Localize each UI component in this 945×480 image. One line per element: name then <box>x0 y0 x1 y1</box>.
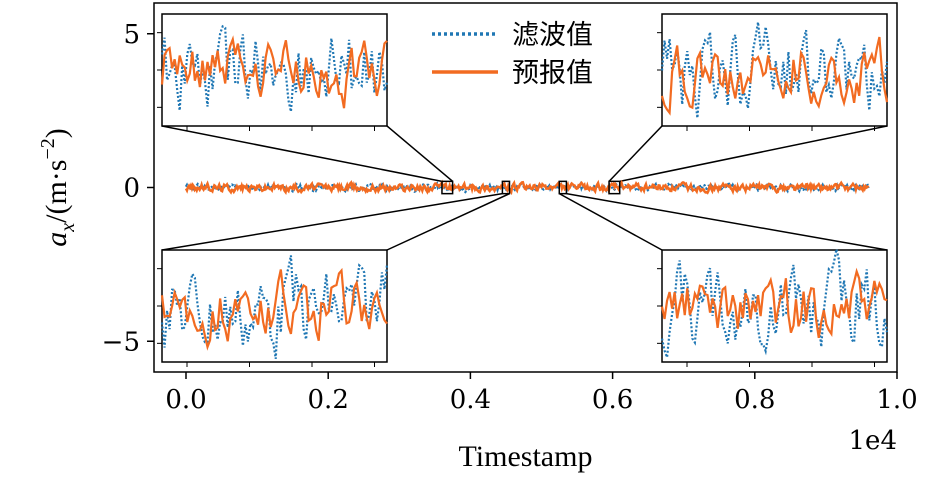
inset-series-filtered <box>160 24 389 112</box>
x-axis-label: Timestamp <box>459 440 593 473</box>
zoom-box <box>608 180 621 195</box>
y-tick-label: −5 <box>102 327 140 357</box>
y-axis-label: ax/(m·s−2) <box>37 128 79 247</box>
inset-connector <box>161 125 443 183</box>
y-label-unit: /(m·s <box>40 160 73 223</box>
inset-bottom-right <box>657 248 889 367</box>
x-axis: 0.0 0.2 0.4 0.6 0.8 1.0 <box>165 372 918 415</box>
inset-series-forecast <box>660 267 888 338</box>
main-series-group <box>184 179 870 196</box>
insets <box>157 13 889 367</box>
inset-series-forecast <box>160 35 388 109</box>
zoom-boxes <box>441 180 621 195</box>
inset-connector <box>566 192 888 251</box>
zoom-box <box>441 180 454 195</box>
x-tick-label: 1.0 <box>876 385 917 415</box>
zoom-box <box>558 180 568 195</box>
legend: 滤波值 预报值 <box>432 20 593 89</box>
zoom-box <box>501 180 511 195</box>
inset-top-left <box>157 13 389 131</box>
x-tick-label: 0.0 <box>165 385 206 415</box>
inset-connector-lines <box>161 125 888 251</box>
series-filtered-line <box>184 181 870 194</box>
y-axis: 5 0 −5 <box>102 20 154 357</box>
y-tick-label: 5 <box>123 20 140 50</box>
inset-bottom-left <box>157 249 389 367</box>
inset-connector <box>619 125 888 183</box>
inset-top-right <box>657 13 889 131</box>
x-tick-label: 0.4 <box>450 385 491 415</box>
y-label-close: ) <box>40 128 73 138</box>
inset-connector <box>558 192 663 251</box>
x-tick-label: 0.8 <box>734 385 775 415</box>
legend-label-forecast: 预报值 <box>512 58 593 89</box>
y-tick-label: 0 <box>123 174 140 204</box>
inset-series-filtered <box>660 22 889 119</box>
inset-series-forecast <box>660 36 889 116</box>
inset-connector <box>608 125 663 182</box>
x-axis-offset-label: 1e4 <box>849 426 897 456</box>
inset-connector <box>161 192 503 251</box>
inset-series-filtered <box>160 255 389 359</box>
y-label-symbol: a <box>40 232 73 247</box>
legend-label-filtered: 滤波值 <box>512 20 593 51</box>
y-label-subscript: x <box>57 223 79 233</box>
y-label-superscript: −2 <box>37 138 59 159</box>
inset-connector <box>386 192 510 251</box>
inset-series-forecast <box>160 267 388 351</box>
x-tick-label: 0.2 <box>308 385 349 415</box>
series-forecast-line <box>184 179 870 196</box>
inset-connector <box>386 125 454 182</box>
x-tick-label: 0.6 <box>592 385 633 415</box>
